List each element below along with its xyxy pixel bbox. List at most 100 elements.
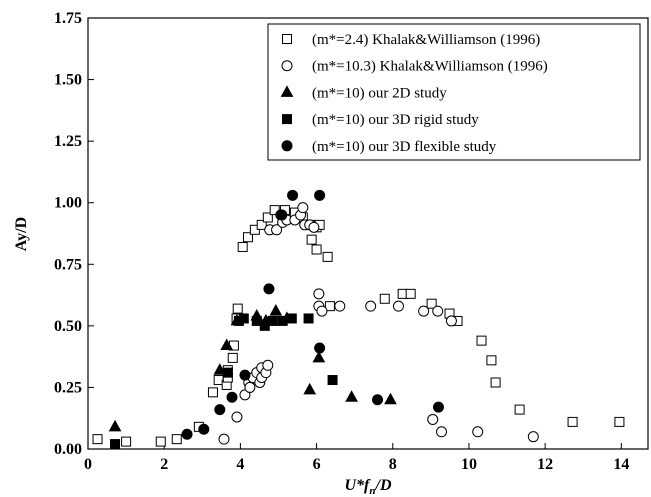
marker-square (379, 293, 390, 304)
x-tick-label: 0 (84, 456, 92, 473)
legend-label: (m*=10) our 3D rigid study (312, 112, 479, 128)
marker-circle (262, 359, 274, 371)
marker-square (110, 439, 121, 450)
x-axis-label: U*fn/D (344, 477, 391, 497)
marker-square (282, 114, 292, 125)
marker-circle (427, 413, 439, 425)
x-label-sub: n (369, 485, 375, 497)
marker-square (222, 367, 233, 378)
marker-circle (432, 401, 444, 413)
marker-circle (472, 426, 484, 438)
marker-square (476, 335, 487, 346)
legend-label: (m*=10) our 3D flexible study (312, 139, 497, 155)
y-axis-label: Ay/D (13, 217, 30, 251)
marker-square (405, 288, 416, 299)
marker-square (567, 416, 578, 427)
marker-circle (392, 300, 404, 312)
marker-square (282, 34, 292, 44)
marker-circle (276, 209, 288, 221)
marker-circle (334, 300, 346, 312)
marker-square (327, 375, 338, 386)
x-tick-label: 14 (613, 456, 629, 473)
marker-square (614, 416, 625, 427)
marker-square (121, 436, 132, 447)
y-tick-label: 0.75 (54, 256, 82, 273)
y-tick-label: 0.25 (54, 379, 82, 396)
marker-triangle (108, 419, 122, 432)
marker-circle (181, 428, 193, 440)
marker-triangle (269, 304, 283, 316)
marker-square (155, 436, 166, 447)
x-label-part: /D (375, 477, 392, 494)
marker-circle (314, 189, 326, 201)
x-tick-label: 8 (389, 456, 397, 473)
y-tick-label: 1.25 (54, 133, 82, 150)
marker-triangle (213, 363, 227, 375)
marker-circle (239, 369, 251, 381)
marker-circle (214, 404, 226, 416)
y-tick-label: 1.75 (54, 10, 82, 27)
marker-square (267, 315, 278, 326)
y-tick-label: 1.00 (54, 195, 82, 212)
marker-square (311, 244, 322, 255)
marker-circle (316, 305, 328, 317)
marker-circle (231, 411, 243, 423)
marker-circle (218, 433, 230, 445)
marker-square (227, 352, 238, 363)
marker-square (243, 232, 253, 243)
marker-square (277, 315, 288, 326)
marker-square (262, 212, 273, 223)
marker-square (237, 242, 248, 253)
marker-circle (372, 394, 384, 406)
marker-circle (365, 300, 377, 312)
marker-triangle (280, 85, 294, 97)
marker-square (426, 298, 437, 309)
marker-circle (445, 315, 457, 327)
marker-square (514, 404, 525, 415)
legend-label: (m*=10.3) Khalak&Williamson (1996) (312, 59, 548, 75)
y-tick-label: 1.50 (54, 72, 82, 89)
marker-square (232, 303, 243, 314)
marker-circle (281, 140, 293, 152)
plot-frame (87, 17, 649, 450)
marker-square (303, 313, 314, 324)
x-tick-label: 2 (160, 456, 168, 473)
y-tick-label: 0.50 (54, 318, 82, 335)
marker-circle (436, 426, 448, 438)
legend-label: (m*=2.4) Khalak&Williamson (1996) (312, 32, 540, 48)
x-tick-label: 10 (461, 456, 477, 473)
marker-square (286, 313, 297, 324)
marker-circle (313, 288, 325, 300)
marker-square (486, 355, 497, 366)
marker-circle (418, 305, 430, 317)
marker-circle (226, 391, 238, 403)
x-tick-label: 4 (236, 456, 244, 473)
marker-circle (281, 60, 293, 72)
legend-label: (m*=10) our 2D study (312, 85, 447, 101)
marker-circle (432, 305, 444, 317)
marker-circle (287, 189, 299, 201)
marker-square (306, 234, 317, 245)
marker-circle (308, 221, 320, 233)
marker-circle (198, 423, 210, 435)
marker-triangle (303, 382, 317, 395)
marker-square (238, 313, 249, 324)
marker-square (207, 387, 218, 398)
x-tick-label: 6 (313, 456, 321, 473)
marker-square (490, 377, 501, 388)
marker-circle (527, 431, 539, 443)
marker-square (171, 434, 182, 445)
marker-triangle (345, 390, 358, 402)
y-tick-label: 0.00 (54, 441, 82, 458)
marker-square (256, 219, 267, 230)
x-tick-label: 12 (537, 456, 553, 473)
marker-triangle (312, 350, 326, 363)
marker-triangle (220, 338, 234, 351)
legend-box (267, 23, 641, 161)
marker-triangle (384, 392, 397, 405)
marker-circle (297, 202, 309, 214)
x-label-part: U*f (344, 477, 371, 494)
marker-square (92, 434, 103, 445)
marker-circle (244, 381, 256, 393)
